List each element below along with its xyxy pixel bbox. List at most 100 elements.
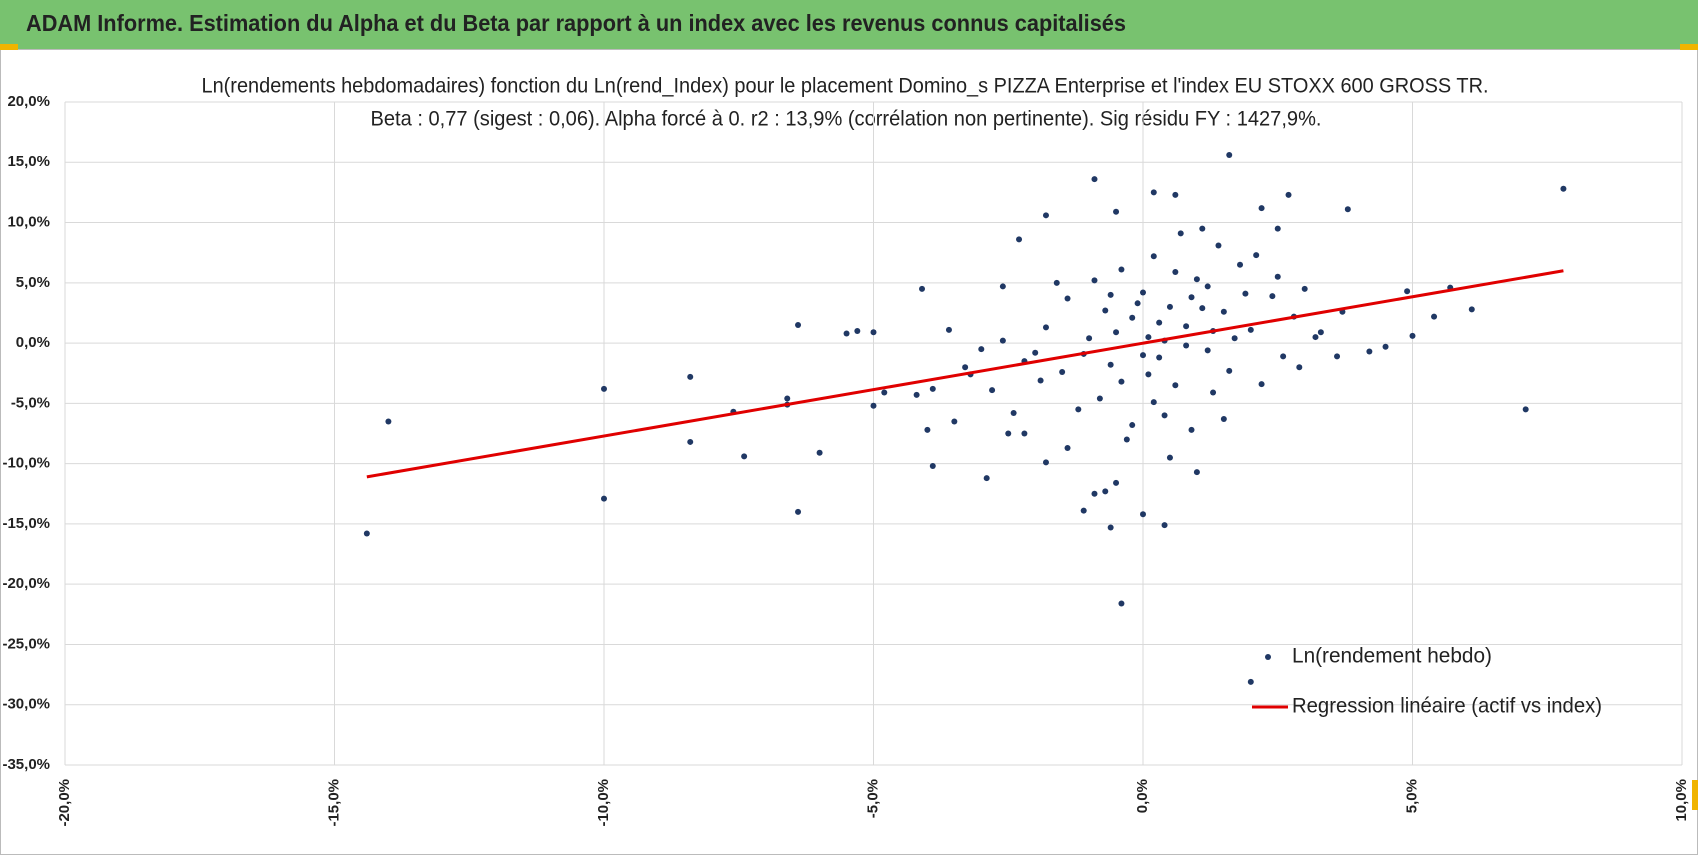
scatter-point xyxy=(1220,416,1227,423)
scatter-point xyxy=(945,326,952,333)
scatter-point xyxy=(962,364,969,371)
scatter-point xyxy=(1129,314,1136,321)
scatter-point xyxy=(1334,353,1341,360)
header-bar xyxy=(0,0,1698,49)
scatter-point xyxy=(1145,371,1152,378)
scatter-point xyxy=(1172,191,1179,198)
scatter-point xyxy=(1113,479,1120,486)
scatter-point xyxy=(1220,308,1227,315)
scatter-point xyxy=(989,387,996,394)
scatter-point xyxy=(1064,444,1071,451)
scatter-point xyxy=(951,418,958,425)
scatter-point xyxy=(1091,176,1098,183)
y-tick-label: -35,0% xyxy=(2,756,50,773)
scatter-point xyxy=(843,330,850,337)
scatter-point xyxy=(1204,347,1211,354)
chart-title: Ln(rendements hebdomadaires) fonction du… xyxy=(202,75,1489,98)
scatter-point xyxy=(1086,335,1093,342)
scatter-point xyxy=(1242,290,1249,297)
scatter-point xyxy=(1382,343,1389,350)
legend-label: Ln(rendement hebdo) xyxy=(1292,645,1492,668)
scatter-point xyxy=(1199,225,1206,232)
scatter-point xyxy=(1404,288,1411,295)
scatter-point xyxy=(913,391,920,398)
scatter-point xyxy=(1107,291,1114,298)
scatter-point xyxy=(1032,349,1039,356)
scatter-point xyxy=(1183,323,1190,330)
x-tick-label: -5,0% xyxy=(864,779,881,818)
y-tick-label: 15,0% xyxy=(7,153,50,170)
scatter-point xyxy=(363,530,370,537)
legend-marker xyxy=(1265,654,1271,660)
scatter-point xyxy=(1096,395,1103,402)
scatter-point xyxy=(741,453,748,460)
scatter-point xyxy=(1102,307,1109,314)
scatter-point xyxy=(1247,326,1254,333)
scatter-point xyxy=(1177,230,1184,237)
scatter-point xyxy=(1156,354,1163,361)
scatter-point xyxy=(1253,252,1260,259)
scatter-point xyxy=(1215,242,1222,249)
x-tick-label: 5,0% xyxy=(1403,779,1420,813)
scatter-point xyxy=(1091,277,1098,284)
scatter-point xyxy=(1156,319,1163,326)
header-title: ADAM Informe. Estimation du Alpha et du … xyxy=(26,10,1126,36)
y-tick-label: 5,0% xyxy=(16,274,50,291)
scatter-point xyxy=(1037,377,1044,384)
scatter-point xyxy=(1059,369,1066,376)
scatter-point xyxy=(687,373,694,380)
scatter-point xyxy=(1140,352,1146,359)
scatter-point xyxy=(1280,353,1287,360)
scatter-point xyxy=(1150,189,1157,196)
scatter-point xyxy=(1301,285,1308,292)
scatter-point xyxy=(816,449,823,456)
scatter-point xyxy=(1010,410,1017,417)
scatter-point xyxy=(1172,268,1179,275)
y-tick-label: 10,0% xyxy=(7,214,50,231)
scatter-point xyxy=(1075,406,1082,413)
scatter-point xyxy=(924,426,931,433)
scatter-point xyxy=(1258,381,1265,388)
scatter-point xyxy=(1150,399,1157,406)
scatter-point xyxy=(1161,522,1168,529)
scatter-point xyxy=(1312,334,1319,341)
scatter-point xyxy=(1113,208,1120,215)
scatter-point xyxy=(1113,329,1120,336)
scatter-point xyxy=(1145,334,1152,341)
scatter-point xyxy=(1285,191,1292,198)
scatter-point xyxy=(1522,406,1529,413)
scatter-point xyxy=(1231,335,1238,342)
corner-mark xyxy=(1680,44,1698,50)
scatter-point xyxy=(1102,488,1109,495)
scatter-point xyxy=(1193,469,1200,476)
scatter-point xyxy=(1366,348,1373,355)
scatter-point xyxy=(1005,430,1012,437)
scatter-point xyxy=(1226,152,1233,159)
scatter-point xyxy=(870,329,877,336)
scatter-point xyxy=(1140,289,1146,296)
scatter-point xyxy=(1053,279,1060,286)
chart-subtitle: Beta : 0,77 (sigest : 0,06). Alpha forcé… xyxy=(371,108,1322,131)
y-tick-label: -25,0% xyxy=(2,635,50,652)
scatter-point xyxy=(687,438,694,445)
scatter-point xyxy=(1296,364,1303,371)
corner-mark xyxy=(1692,780,1698,810)
scatter-point xyxy=(1468,306,1475,313)
x-tick-label: -20,0% xyxy=(56,779,73,827)
scatter-point xyxy=(1042,212,1049,219)
scatter-point xyxy=(1560,185,1567,192)
scatter-point xyxy=(1210,389,1217,396)
scatter-point xyxy=(1183,342,1190,349)
scatter-point xyxy=(1258,205,1265,212)
scatter-point xyxy=(1042,324,1049,331)
y-tick-label: -5,0% xyxy=(11,394,50,411)
scatter-point xyxy=(1042,459,1049,466)
scatter-point xyxy=(1274,225,1281,232)
scatter-point xyxy=(1247,678,1254,685)
y-tick-label: -20,0% xyxy=(2,575,50,592)
y-tick-label: -30,0% xyxy=(2,696,50,713)
scatter-point xyxy=(1161,412,1168,419)
scatter-point xyxy=(999,337,1006,344)
